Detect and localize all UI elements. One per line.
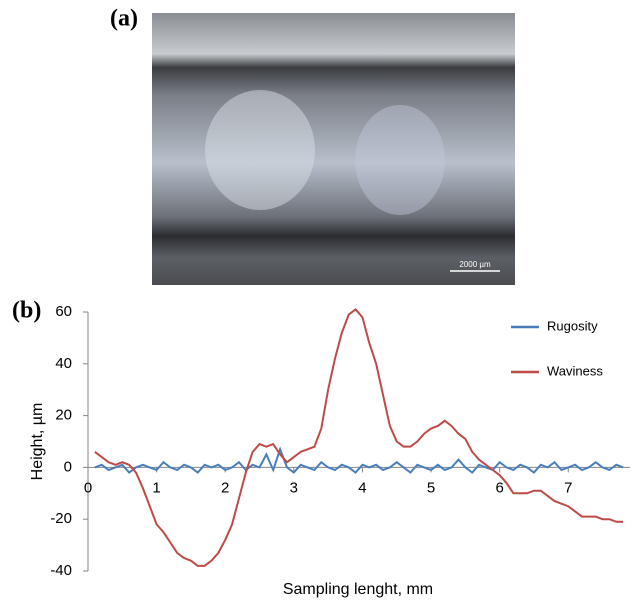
y-tick-label: 40 [55,355,72,372]
y-tick-label: -40 [50,562,72,579]
y-tick-label: 0 [64,458,72,475]
x-tick-label: 0 [84,479,92,496]
x-tick-label: 6 [495,479,503,496]
x-tick-label: 5 [427,479,435,496]
series-line [94,446,624,474]
x-tick-label: 3 [290,479,298,496]
panel-label: (a) [110,6,138,32]
legend-label: Rugosity [547,318,598,333]
y-axis-title: Height, µm [29,403,46,481]
chart: -40 -20 0 20 40 60 0 1 2 3 4 5 6 7 Sampling lenght, mm… [29,303,630,598]
y-tick-label: 60 [55,303,72,320]
scale-bar-label: 2000 µm [459,260,491,269]
y-tick-label: 20 [55,407,72,424]
y-tick-label: -20 [50,510,72,527]
x-tick-label: 1 [152,479,160,496]
series-line [94,308,624,567]
x-tick-label: 4 [358,479,366,496]
x-axis-title: Sampling lenght, mm [283,581,433,598]
legend-label: Waviness [547,363,603,378]
panel-label: (b) [12,298,41,324]
x-tick-label: 2 [221,479,229,496]
micrograph: 2000 µm [152,13,515,285]
x-tick-label: 7 [564,479,572,496]
